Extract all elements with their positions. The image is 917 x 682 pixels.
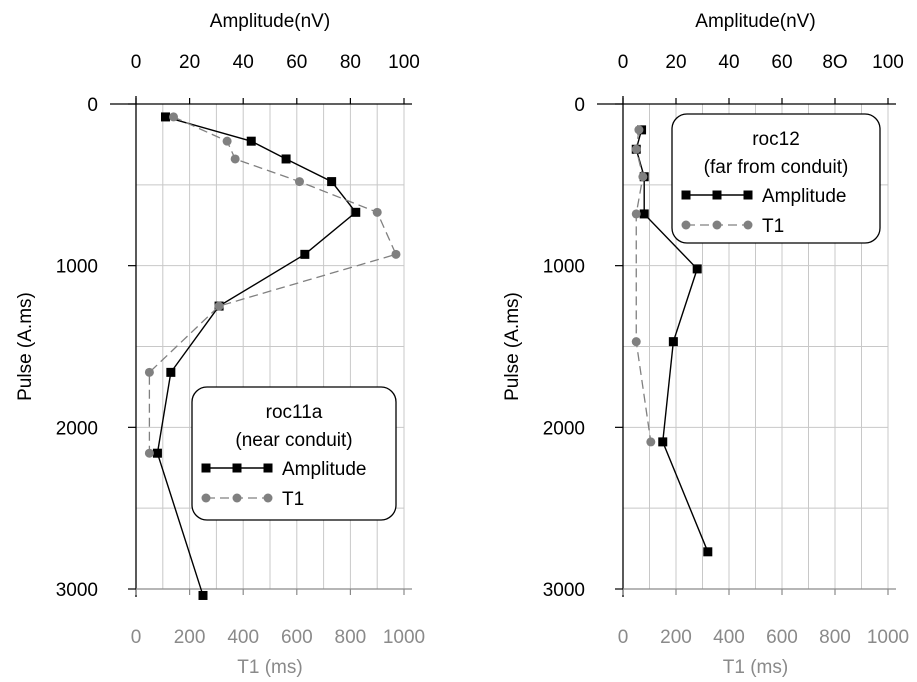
amplitude-tick-label: 40 [718, 52, 739, 73]
t1-tick-label: 0 [618, 627, 629, 648]
t1-point [144, 448, 154, 458]
amplitude-point [327, 177, 337, 187]
legend-title-line2: (near conduit) [235, 430, 352, 451]
t1-point [230, 154, 240, 164]
amplitude-tick-label: 60 [286, 52, 307, 73]
series-t1 [144, 112, 401, 458]
t1-tick-label: 600 [281, 627, 313, 648]
chart-roc11a: 0 20 40 60 80 1000 200 400 600 800 100001000200030… [15, 11, 425, 678]
pulse-tick-label: 2000 [56, 418, 98, 439]
legend: roc12 (far from conduit) Amplitude T1 [671, 113, 881, 244]
t1-point [169, 112, 179, 122]
amplitude-point [246, 136, 256, 146]
amplitude-tick-label: 20 [179, 52, 200, 73]
t1-point [214, 301, 224, 311]
series-t1 [631, 125, 656, 447]
legend-label-t1: T1 [282, 489, 304, 510]
t1-point [631, 209, 641, 219]
amplitude-point [160, 112, 170, 122]
t1-point [646, 437, 656, 447]
t1-point [391, 249, 401, 259]
pulse-tick-label: 0 [87, 95, 98, 116]
legend-title-line1: roc12 [752, 129, 800, 150]
amplitude-tick-label: 80 [340, 52, 361, 73]
pulse-axis-title: Pulse (A.ms) [15, 292, 36, 401]
t1-axis-title: T1 (ms) [723, 657, 788, 678]
legend-amplitude-marker [263, 463, 273, 473]
pulse-tick-label: 2000 [543, 418, 585, 439]
amplitude-tick-label: 0 [131, 52, 142, 73]
t1-point [294, 177, 304, 187]
amplitude-point [658, 437, 668, 447]
legend-t1-marker [263, 493, 273, 503]
legend-label-amplitude: Amplitude [762, 186, 847, 207]
t1-point [638, 172, 648, 182]
legend-t1-marker [201, 493, 211, 503]
chart-roc12: 0 20 40 60 8O 1000 200 400 600 800 100001000200030… [502, 11, 909, 678]
amplitude-tick-label: 40 [233, 52, 254, 73]
amplitude-tick-label: 20 [665, 52, 686, 73]
legend-t1-marker [681, 220, 691, 230]
t1-tick-label: 1000 [383, 627, 425, 648]
legend-amplitude-marker [681, 190, 691, 200]
amplitude-point [703, 547, 713, 557]
t1-tick-label: 400 [227, 627, 259, 648]
pulse-axis-title: Pulse (A.ms) [502, 292, 523, 401]
legend-t1-marker [712, 220, 722, 230]
t1-tick-label: 1000 [867, 627, 909, 648]
amplitude-point [351, 207, 361, 217]
legend-box [671, 113, 881, 244]
amplitude-tick-label: 8O [822, 52, 847, 73]
t1-point [631, 337, 641, 347]
t1-point [634, 125, 644, 135]
series-line [635, 129, 709, 553]
amplitude-point [692, 264, 702, 274]
series-amplitude [152, 112, 361, 600]
legend-amplitude-marker [743, 190, 753, 200]
t1-tick-label: 200 [660, 627, 692, 648]
t1-tick-label: 600 [766, 627, 798, 648]
amplitude-tick-label: 0 [618, 52, 629, 73]
t1-axis-title: T1 (ms) [237, 657, 302, 678]
t1-point [222, 136, 232, 146]
amplitude-axis-title: Amplitude(nV) [210, 11, 330, 32]
legend-label-t1: T1 [762, 216, 784, 237]
amplitude-point [166, 367, 176, 377]
legend-label-amplitude: Amplitude [282, 459, 367, 480]
t1-point [631, 144, 641, 154]
pulse-tick-label: 3000 [56, 580, 98, 601]
legend-amplitude-marker [712, 190, 722, 200]
t1-tick-label: 400 [713, 627, 745, 648]
t1-point [372, 207, 382, 217]
t1-point [144, 367, 154, 377]
legend-amplitude-marker [201, 463, 211, 473]
pulse-tick-label: 3000 [543, 580, 585, 601]
legend-amplitude-marker [232, 463, 242, 473]
t1-tick-label: 800 [335, 627, 367, 648]
t1-tick-label: 0 [131, 627, 142, 648]
t1-tick-label: 800 [819, 627, 851, 648]
amplitude-point [281, 154, 291, 164]
amplitude-tick-label: 60 [771, 52, 792, 73]
amplitude-point [668, 337, 678, 347]
pulse-tick-label: 1000 [56, 257, 98, 278]
pulse-tick-label: 0 [574, 95, 585, 116]
amplitude-axis-title: Amplitude(nV) [695, 11, 815, 32]
legend-t1-marker [232, 493, 242, 503]
series-line [156, 116, 357, 596]
amplitude-point [300, 249, 310, 259]
legend-t1-marker [743, 220, 753, 230]
amplitude-point [198, 590, 208, 600]
amplitude-tick-label: 100 [388, 52, 420, 73]
legend: roc11a (near conduit) Amplitude T1 [191, 386, 397, 521]
pulse-tick-label: 1000 [543, 257, 585, 278]
amplitude-point [639, 209, 649, 219]
amplitude-point [152, 448, 162, 458]
amplitude-tick-label: 100 [872, 52, 904, 73]
legend-title-line1: roc11a [266, 402, 323, 423]
t1-tick-label: 200 [174, 627, 206, 648]
legend-box [191, 386, 397, 521]
legend-title-line2: (far from conduit) [704, 157, 849, 178]
